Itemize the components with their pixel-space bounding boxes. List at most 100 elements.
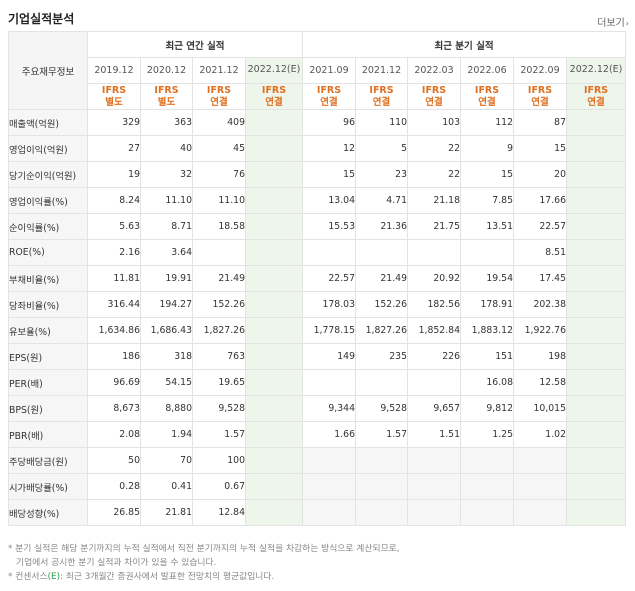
table-cell: 16.08 [460, 369, 514, 396]
quarter-ifrs-1: IFRS 연결 [355, 83, 408, 110]
table-cell [565, 473, 627, 500]
table-cell [245, 265, 303, 292]
table-cell [565, 213, 627, 240]
table-cell [565, 135, 627, 162]
row-label: ROE(%) [8, 239, 88, 266]
table-cell [565, 291, 627, 318]
table-cell: 318 [140, 343, 193, 370]
table-cell [407, 239, 461, 266]
table-cell: 1,686.43 [140, 317, 193, 344]
table-cell: 21.36 [355, 213, 408, 240]
table-cell [245, 369, 303, 396]
table-row: 배당성향(%) 26.85 21.81 12.84 [8, 499, 627, 526]
table-cell [565, 109, 627, 136]
table-cell [302, 447, 356, 474]
table-cell [245, 135, 303, 162]
table-cell [565, 343, 627, 370]
table-cell [302, 239, 356, 266]
table-cell: 1,634.86 [87, 317, 141, 344]
table-cell: 40 [140, 135, 193, 162]
table-cell: 22 [407, 161, 461, 188]
table-cell: 12.84 [192, 499, 246, 526]
table-cell: 19 [87, 161, 141, 188]
table-cell: 112 [460, 109, 514, 136]
table-cell: 8,880 [140, 395, 193, 422]
table-cell: 1.57 [355, 421, 408, 448]
table-cell: 363 [140, 109, 193, 136]
table-cell: 235 [355, 343, 408, 370]
footnote-2: 기업에서 공시한 분기 실적과 차이가 있을 수 있습니다. [16, 558, 217, 568]
table-cell: 54.15 [140, 369, 193, 396]
annual-ifrs-1-standard: IFRS [154, 85, 179, 97]
quarter-period-4: 2022.09 [513, 57, 567, 84]
table-cell [355, 473, 408, 500]
table-cell [565, 447, 627, 474]
quarter-period-3: 2022.06 [460, 57, 514, 84]
table-cell: 11.81 [87, 265, 141, 292]
quarter-ifrs-3-type: 연결 [478, 96, 496, 108]
table-cell: 1.94 [140, 421, 193, 448]
table-cell [355, 369, 408, 396]
table-row: ROE(%) 2.16 3.64 8.51 [8, 239, 627, 266]
table-cell: 11.10 [140, 187, 193, 214]
corner-label: 주요재무정보 [8, 31, 88, 110]
row-label: 시가배당률(%) [8, 473, 88, 500]
table-cell: 110 [355, 109, 408, 136]
table-cell [245, 239, 303, 266]
footnote-3-e: (E) [47, 572, 61, 582]
table-row: PBR(배) 2.08 1.94 1.57 1.66 1.57 1.51 1.25 1.02 [8, 421, 627, 448]
annual-ifrs-2-standard: IFRS [206, 85, 232, 97]
table-cell: 9,812 [460, 395, 514, 422]
row-label: 유보율(%) [8, 317, 88, 344]
table-cell: 149 [302, 343, 356, 370]
table-cell: 316.44 [87, 291, 141, 318]
table-cell: 9 [460, 135, 514, 162]
table-cell: 17.45 [513, 265, 567, 292]
table-cell: 8.51 [513, 239, 567, 266]
table-cell: 186 [87, 343, 141, 370]
table-cell: 15 [302, 161, 356, 188]
annual-ifrs-3-standard: IFRS [261, 85, 287, 97]
table-cell: 198 [513, 343, 567, 370]
row-label: PER(배) [8, 369, 88, 396]
annual-ifrs-0: IFRS 별도 [87, 83, 141, 110]
table-cell [245, 473, 303, 500]
table-cell [245, 109, 303, 136]
table-cell: 763 [192, 343, 246, 370]
row-label: 당기순이익(억원) [8, 161, 88, 188]
annual-period-2: 2021.12 [192, 57, 246, 84]
table-cell [407, 447, 461, 474]
annual-group-header: 최근 연간 실적 [87, 31, 303, 58]
table-cell: 21.18 [407, 187, 461, 214]
row-label: 부채비율(%) [8, 265, 88, 292]
row-label: 주당배당금(원) [8, 447, 88, 474]
row-label: EPS(원) [8, 343, 88, 370]
table-cell: 1.25 [460, 421, 514, 448]
table-cell: 0.67 [192, 473, 246, 500]
table-cell [565, 187, 627, 214]
quarter-ifrs-5-type: 연결 [587, 96, 605, 108]
table-cell [355, 239, 408, 266]
annual-ifrs-2-type: 연결 [210, 96, 228, 108]
row-label: 배당성향(%) [8, 499, 88, 526]
table-cell [407, 473, 461, 500]
table-cell: 226 [407, 343, 461, 370]
table-cell: 2.08 [87, 421, 141, 448]
annual-period-3: 2022.12(E) [245, 57, 303, 84]
table-cell [513, 447, 567, 474]
table-cell [245, 499, 303, 526]
table-cell: 7.85 [460, 187, 514, 214]
table-cell: 96.69 [87, 369, 141, 396]
quarter-ifrs-4-standard: IFRS [527, 85, 553, 97]
table-cell: 178.91 [460, 291, 514, 318]
table-row: EPS(원) 186 318 763 149 235 226 151 198 [8, 343, 627, 370]
table-cell: 103 [407, 109, 461, 136]
quarter-ifrs-3-standard: IFRS [474, 85, 500, 97]
row-label: 영업이익(억원) [8, 135, 88, 162]
more-link[interactable]: 더보기› [597, 14, 629, 29]
table-cell: 1,852.84 [407, 317, 461, 344]
table-row: 주당배당금(원) 50 70 100 [8, 447, 627, 474]
table-cell: 1.51 [407, 421, 461, 448]
quarter-ifrs-1-type: 연결 [372, 96, 391, 108]
table-cell: 27 [87, 135, 141, 162]
